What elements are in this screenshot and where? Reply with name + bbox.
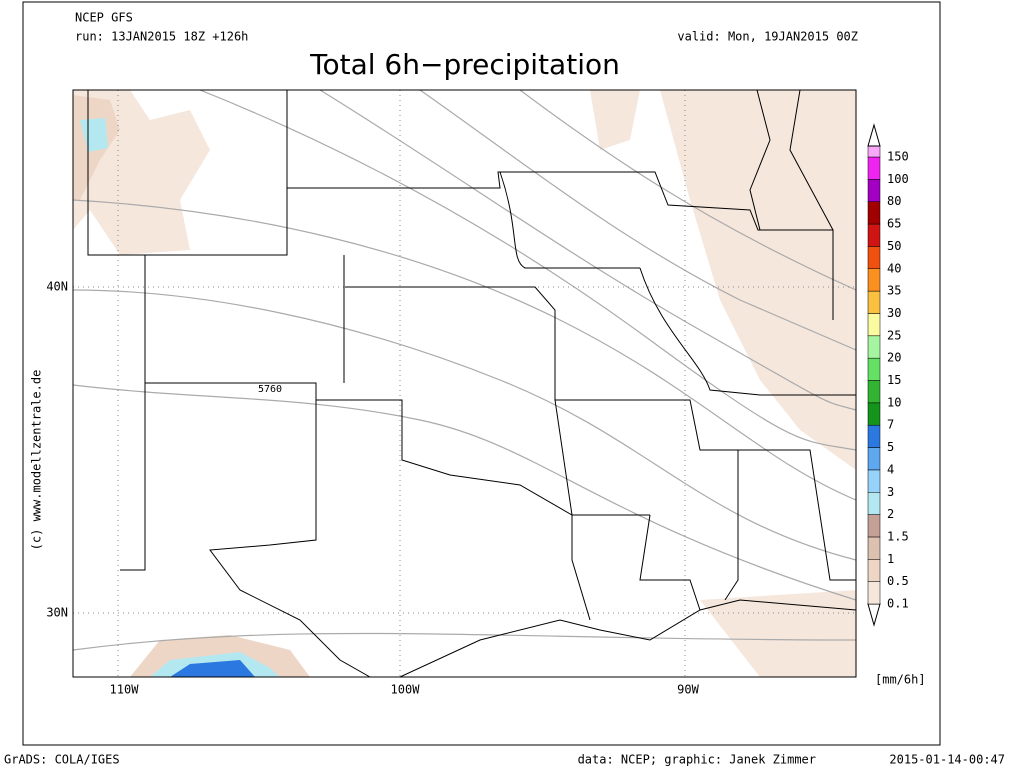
- color-legend: 0.1 0.5 1 1.5 2 3 4 5 7 10 15 20 25 30 35 40 50 65 80 100 15…: [867, 123, 909, 627]
- legend-swatch: [867, 380, 881, 404]
- legend-label: 3: [887, 485, 894, 499]
- legend-label: 4: [887, 462, 894, 476]
- legend-swatch: [867, 357, 881, 381]
- footer-center: data: NCEP; graphic: Janek Zimmer: [578, 753, 816, 767]
- legend-swatch: [867, 559, 881, 582]
- legend-swatch: [867, 145, 881, 158]
- frame: [22, 1, 941, 746]
- legend-label: 0.1: [887, 597, 909, 611]
- legend-label: 2: [887, 507, 894, 521]
- model-name: NCEP GFS: [75, 11, 133, 25]
- lon-label: 110W: [110, 683, 140, 697]
- legend-label: 1.5: [887, 529, 909, 543]
- legend-label: 20: [887, 351, 901, 365]
- legend-swatch: [867, 514, 881, 538]
- valid-time: valid: Mon, 19JAN2015 00Z: [677, 30, 858, 44]
- legend-swatch: [867, 268, 881, 292]
- lon-label: 100W: [391, 683, 421, 697]
- map-border: [72, 89, 857, 678]
- legend-swatch: [867, 223, 881, 247]
- legend-label: 35: [887, 284, 901, 298]
- footer-left: GrADS: COLA/IGES: [4, 753, 120, 767]
- legend-label: 7: [887, 418, 894, 432]
- legend-swatch: [867, 536, 881, 560]
- legend-swatch: [867, 179, 881, 202]
- legend-swatch: [867, 581, 881, 605]
- legend-triangle: [867, 603, 881, 627]
- legend-swatch: [867, 335, 881, 359]
- legend-label: 100: [887, 172, 909, 186]
- legend-label: 50: [887, 239, 901, 253]
- map-title: Total 6h−precipitation: [309, 48, 620, 81]
- legend-label: 65: [887, 217, 901, 231]
- legend-swatch: [867, 424, 881, 448]
- legend-swatch: [867, 313, 881, 337]
- legend-triangle: [867, 123, 881, 147]
- footer-right: 2015-01-14-00:47: [889, 753, 1005, 767]
- legend-label: 15: [887, 373, 901, 387]
- legend-swatch: [867, 447, 881, 471]
- lon-label: 90W: [677, 683, 699, 697]
- lat-label: 30N: [46, 606, 68, 620]
- legend-swatch: [867, 469, 881, 493]
- legend-label: 80: [887, 194, 901, 208]
- legend-label: 40: [887, 261, 901, 275]
- legend-swatch: [867, 492, 881, 515]
- contour-label: 5760: [258, 384, 282, 395]
- legend-label: 10: [887, 395, 901, 409]
- lat-label: 40N: [46, 280, 68, 294]
- legend-swatch: [867, 402, 881, 426]
- legend-label: 25: [887, 328, 901, 342]
- legend-label: 5: [887, 440, 894, 454]
- copyright: (c) www.modellzentrale.de: [30, 370, 44, 551]
- legend-label: 30: [887, 306, 901, 320]
- legend-label: 1: [887, 552, 894, 566]
- run-info: run: 13JAN2015 18Z +126h: [75, 30, 248, 44]
- legend-label: 150: [887, 150, 909, 164]
- legend-swatch: [867, 201, 881, 225]
- legend-swatch: [867, 156, 881, 180]
- legend-unit: [mm/6h]: [875, 673, 926, 687]
- map-area: [73, 90, 856, 677]
- legend-swatch: [867, 290, 881, 314]
- legend-swatch: [867, 246, 881, 269]
- legend-label: 0.5: [887, 574, 909, 588]
